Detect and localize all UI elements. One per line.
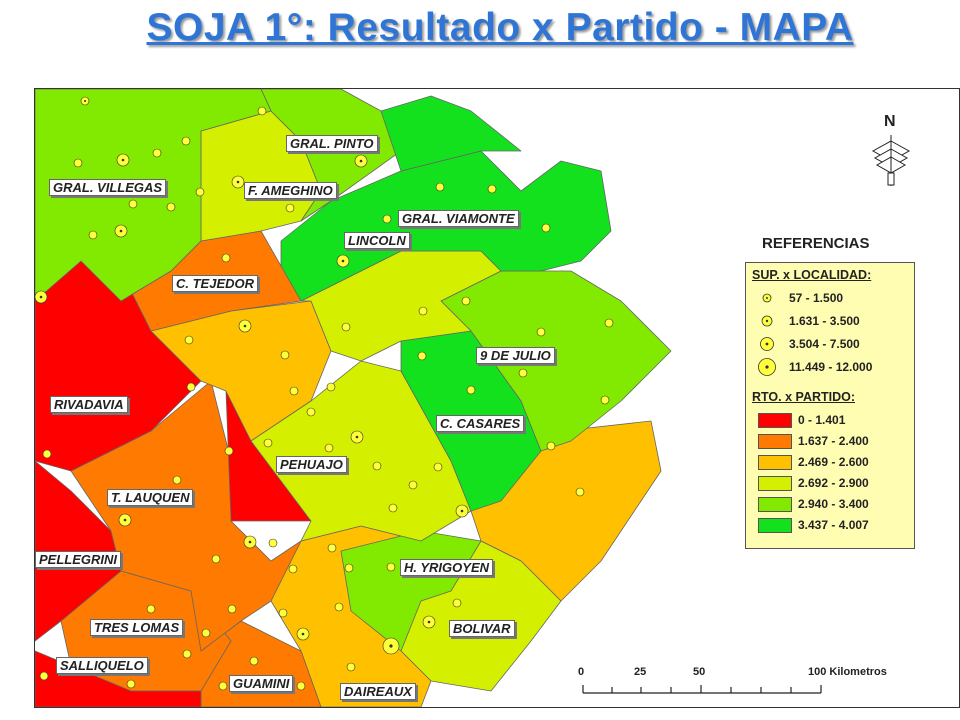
label-gral-viamonte: GRAL. VIAMONTE — [398, 210, 519, 227]
locality-symbol-small-icon — [762, 293, 772, 303]
page-title: SOJA 1°: Resultado x Partido - MAPA — [146, 6, 854, 49]
locality-symbol-medium-icon — [761, 315, 773, 327]
label-rivadavia: RIVADAVIA — [50, 396, 128, 413]
north-arrow-icon — [871, 135, 911, 186]
label-t-lauquen: T. LAUQUEN — [107, 489, 194, 506]
partido-9-de-julio — [440, 270, 672, 452]
scale-label-25: 25 — [634, 666, 647, 678]
label-gral-villegas: GRAL. VILLEGAS — [49, 179, 167, 196]
partido-t-lauquen — [70, 380, 302, 652]
scale-bar — [582, 685, 822, 694]
legend-swatch-2 — [758, 434, 792, 449]
legend: SUP. x LOCALIDAD: 57 - 1.500 1.631 - 3.5… — [745, 262, 915, 549]
legend-swatch-5 — [758, 497, 792, 512]
legend-swatch-6 — [758, 518, 792, 533]
scale-label-0: 0 — [578, 666, 585, 678]
label-salliquelo: SALLIQUELO — [56, 657, 148, 674]
scale-label-50: 50 — [693, 666, 706, 678]
label-c-casares: C. CASARES — [436, 415, 525, 432]
label-9-de-julio: 9 DE JULIO — [476, 347, 555, 364]
label-h-yrigoyen: H. YRIGOYEN — [400, 559, 494, 576]
north-label: N — [884, 113, 896, 130]
partido-gral-pinto — [260, 89, 402, 222]
label-pehuajo: PEHUAJO — [276, 456, 347, 473]
legend-swatch-1 — [758, 413, 792, 428]
label-pellegrini: PELLEGRINI — [35, 551, 122, 568]
label-f-ameghino: F. AMEGHINO — [244, 182, 337, 199]
scale-label-100: 100 Kilometros — [808, 666, 887, 678]
legend-rto-heading: RTO. x PARTIDO: — [752, 390, 856, 404]
label-c-tejedor: C. TEJEDOR — [172, 275, 259, 292]
label-bolivar: BOLIVAR — [449, 620, 515, 637]
legend-swatch-4 — [758, 476, 792, 491]
locality-symbol-xlarge-icon — [758, 358, 776, 376]
locality-marker-dots — [39, 100, 464, 648]
legend-rto-class-2: 1.637 - 2.400 — [798, 434, 869, 448]
legend-rto-class-5: 2.940 - 3.400 — [798, 497, 869, 511]
label-lincoln: LINCOLN — [344, 232, 410, 249]
label-tres-lomas: TRES LOMAS — [90, 619, 184, 636]
label-guamini: GUAMINI — [229, 675, 294, 692]
locality-symbol-large-icon — [760, 337, 774, 351]
legend-rto-class-3: 2.469 - 2.600 — [798, 455, 869, 469]
label-gral-pinto: GRAL. PINTO — [286, 135, 378, 152]
label-daireaux: DAIREAUX — [340, 683, 416, 700]
legend-title: REFERENCIAS — [762, 235, 870, 252]
legend-sup-heading: SUP. x LOCALIDAD: — [752, 268, 872, 282]
legend-swatch-3 — [758, 455, 792, 470]
partido-east-green — [380, 95, 522, 172]
legend-rto-class-6: 3.437 - 4.007 — [798, 518, 869, 532]
legend-rto-class-1: 0 - 1.401 — [798, 413, 846, 427]
legend-rto-class-4: 2.692 - 2.900 — [798, 476, 869, 490]
